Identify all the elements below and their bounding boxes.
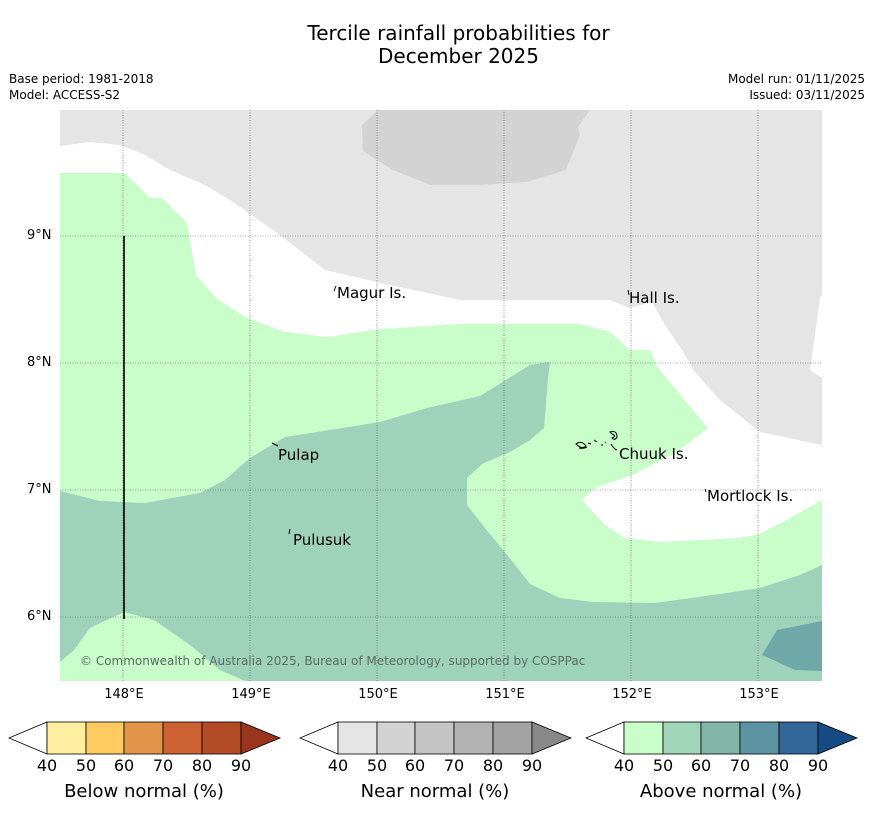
above-tick-60: 60 — [690, 756, 712, 775]
above-normal-title: Above normal (%) — [639, 781, 803, 802]
above-swatch-50-60 — [662, 721, 702, 755]
above-tick-90: 90 — [807, 756, 829, 775]
issued-date: Issued: 03/11/2025 — [749, 88, 865, 102]
near-swatch-60-70 — [414, 721, 455, 755]
pulap-island — [271, 442, 279, 447]
map-canvas — [60, 110, 822, 681]
meta-left: Base period: 1981-2018 Model: ACCESS-S2 — [9, 71, 154, 103]
place-label-magur: Magur Is. — [337, 284, 407, 302]
below-swatch-60-70 — [123, 721, 164, 755]
near-normal-title: Near normal (%) — [360, 781, 510, 802]
near-normal-50-60-region — [362, 110, 590, 185]
above-swatch-gt90 — [817, 721, 859, 755]
title-line-2: December 2025 — [378, 44, 539, 68]
below-tick-40: 40 — [36, 756, 58, 775]
near-swatch-70-80 — [453, 721, 494, 755]
copyright-notice: © Commonwealth of Australia 2025, Bureau… — [80, 654, 586, 668]
near-normal-40-50-region — [60, 110, 822, 445]
islands — [271, 285, 707, 535]
gridlines — [60, 110, 822, 681]
above-tick-70: 70 — [729, 756, 751, 775]
mortlock-island — [704, 488, 707, 493]
above-tick-40: 40 — [613, 756, 635, 775]
near-tick-40: 40 — [327, 756, 349, 775]
place-label-pulusuk: Pulusuk — [293, 531, 351, 549]
lat-label-8n: 8°N — [27, 355, 52, 370]
near-swatch-lt40 — [299, 721, 339, 755]
magur-island — [333, 285, 337, 292]
near-swatch-50-60 — [376, 721, 416, 755]
near-tick-70: 70 — [443, 756, 465, 775]
lon-label-151e: 151°E — [485, 687, 525, 702]
below-swatch-gt90 — [240, 721, 282, 755]
model-name: Model: ACCESS-S2 — [9, 88, 121, 102]
lon-label-152e: 152°E — [612, 687, 652, 702]
below-swatch-70-80 — [162, 721, 203, 755]
below-tick-90: 90 — [230, 756, 252, 775]
place-label-mortlock: Mortlock Is. — [707, 487, 794, 505]
below-normal-title: Below normal (%) — [64, 781, 224, 802]
below-swatch-50-60 — [85, 721, 125, 755]
colorbar-near-normal — [299, 721, 573, 755]
near-tick-50: 50 — [366, 756, 388, 775]
near-swatch-gt90 — [531, 721, 573, 755]
model-run: Model run: 01/11/2025 — [727, 72, 865, 86]
place-label-hall: Hall Is. — [629, 289, 680, 307]
above-tick-50: 50 — [652, 756, 674, 775]
lat-label-6n: 6°N — [27, 609, 52, 624]
above-swatch-60-70 — [700, 721, 741, 755]
lat-label-9n: 9°N — [27, 228, 52, 243]
above-swatch-lt40 — [585, 721, 625, 755]
above-swatch-80-90 — [778, 721, 819, 755]
place-label-chuuk: Chuuk Is. — [619, 445, 689, 463]
above-swatch-40-50 — [623, 721, 664, 755]
above-normal-50-60-region — [60, 362, 822, 681]
below-tick-60: 60 — [113, 756, 135, 775]
below-tick-70: 70 — [152, 756, 174, 775]
above-tick-80: 80 — [768, 756, 790, 775]
lon-label-153e: 153°E — [739, 687, 779, 702]
above-swatch-70-80 — [739, 721, 780, 755]
meta-right: Model run: 01/11/2025 Issued: 03/11/2025 — [728, 71, 865, 103]
lon-label-150e: 150°E — [358, 687, 398, 702]
pulusuk-island — [288, 528, 291, 535]
near-swatch-80-90 — [492, 721, 533, 755]
base-period: Base period: 1981-2018 — [9, 72, 154, 86]
lon-label-149e: 149°E — [231, 687, 271, 702]
chuuk-islands — [575, 431, 618, 451]
colorbar-below-normal — [8, 721, 282, 755]
below-tick-50: 50 — [75, 756, 97, 775]
near-tick-90: 90 — [521, 756, 543, 775]
map-title: Tercile rainfall probabilities for Decem… — [0, 22, 873, 68]
near-tick-80: 80 — [482, 756, 504, 775]
lat-label-7n: 7°N — [27, 482, 52, 497]
hall-island — [627, 289, 630, 296]
above-normal-40-50-south-region — [60, 612, 245, 681]
near-tick-60: 60 — [404, 756, 426, 775]
lon-label-148e: 148°E — [104, 687, 144, 702]
title-line-1: Tercile rainfall probabilities for — [307, 21, 610, 45]
colorbar-above-normal — [585, 721, 859, 755]
below-swatch-lt40 — [8, 721, 48, 755]
below-swatch-80-90 — [201, 721, 242, 755]
near-swatch-40-50 — [337, 721, 378, 755]
below-tick-80: 80 — [191, 756, 213, 775]
place-label-pulap: Pulap — [278, 446, 320, 464]
above-normal-60-70-region — [762, 621, 822, 671]
below-swatch-40-50 — [46, 721, 87, 755]
